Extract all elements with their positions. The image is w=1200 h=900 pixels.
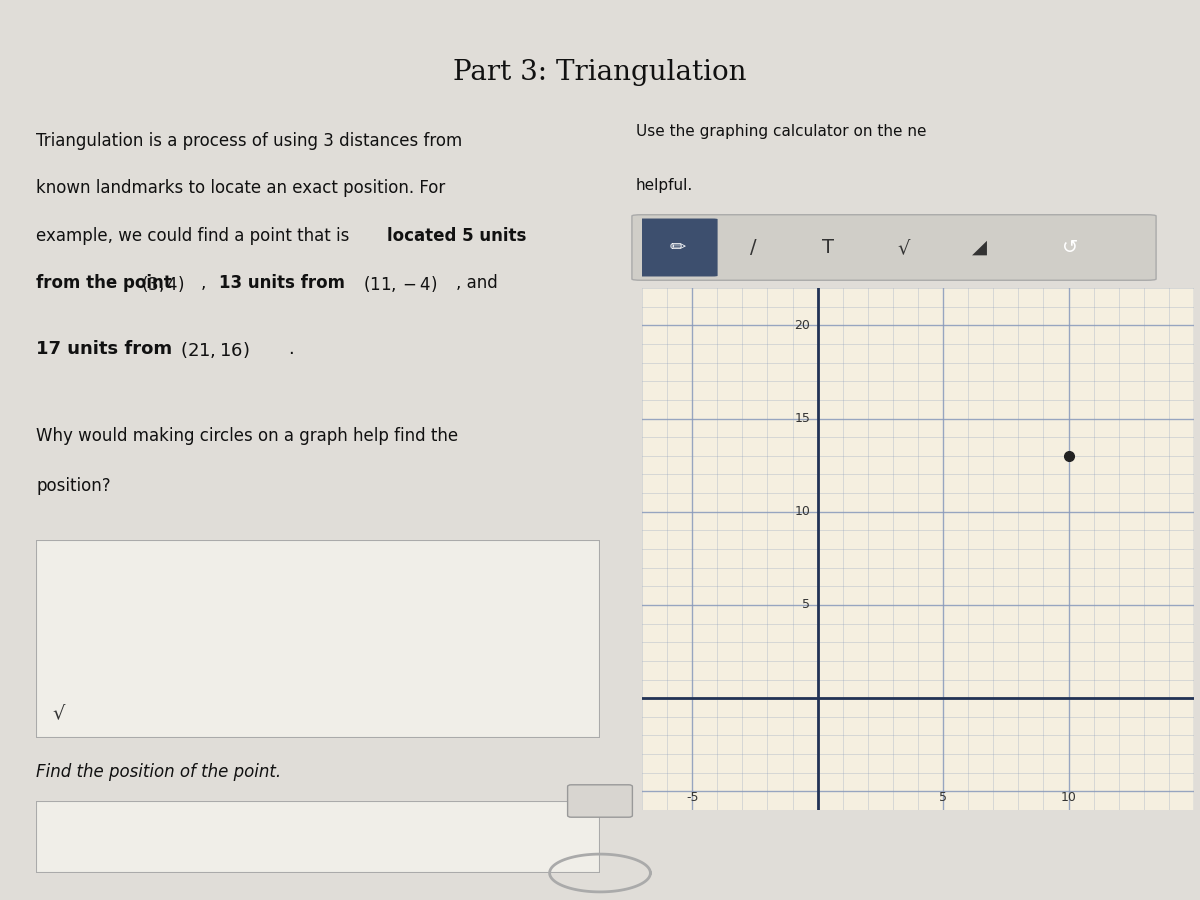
Text: known landmarks to locate an exact position. For: known landmarks to locate an exact posit… [36,179,445,197]
Text: √: √ [53,703,65,722]
Text: example, we could find a point that is: example, we could find a point that is [36,227,355,245]
Text: Find the position of the point.: Find the position of the point. [36,763,281,781]
Text: 10: 10 [794,505,810,518]
Text: 17 units from: 17 units from [36,339,179,357]
Text: ✏: ✏ [670,238,685,257]
FancyBboxPatch shape [637,219,718,276]
Text: ,: , [202,274,211,292]
Text: $(3,4)$: $(3,4)$ [142,274,185,294]
Text: 13 units from: 13 units from [220,274,350,292]
Text: 15: 15 [794,412,810,425]
Text: /: / [750,238,756,257]
Text: -5: -5 [686,791,698,805]
Text: Triangulation is a process of using 3 distances from: Triangulation is a process of using 3 di… [36,131,462,149]
Text: 20: 20 [794,319,810,332]
Text: ↺: ↺ [1062,238,1079,257]
Text: √: √ [898,238,911,257]
FancyBboxPatch shape [568,785,632,817]
Text: ◢: ◢ [972,238,988,257]
Text: T: T [822,238,834,257]
FancyBboxPatch shape [36,540,600,738]
Text: position?: position? [36,477,110,495]
Text: , and: , and [456,274,498,292]
FancyBboxPatch shape [632,215,1156,280]
Text: Part 3: Triangulation: Part 3: Triangulation [454,58,746,86]
Text: Use the graphing calculator on the ne: Use the graphing calculator on the ne [636,124,926,140]
Text: .: . [288,339,294,357]
FancyBboxPatch shape [36,801,600,873]
Text: 10: 10 [1061,791,1076,805]
Text: located 5 units: located 5 units [386,227,527,245]
Text: 5: 5 [940,791,947,805]
Text: helpful.: helpful. [636,178,694,194]
Text: $(21,16)$: $(21,16)$ [180,339,250,360]
Text: 5: 5 [802,598,810,611]
Text: $(11,-4)$: $(11,-4)$ [362,274,437,294]
Text: from the point: from the point [36,274,178,292]
Text: Why would making circles on a graph help find the: Why would making circles on a graph help… [36,427,458,445]
